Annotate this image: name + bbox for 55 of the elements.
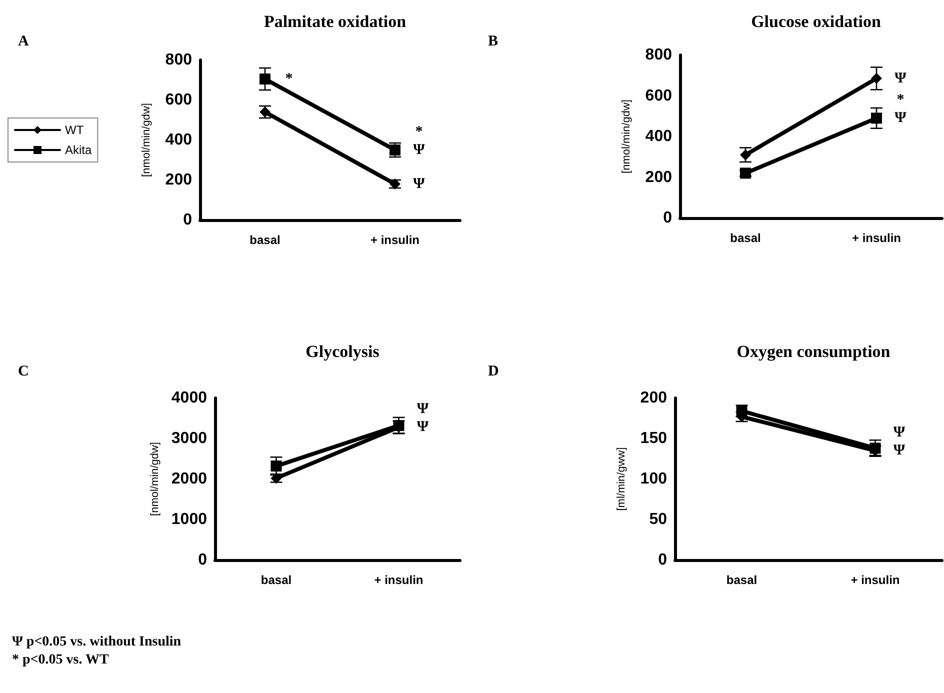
y-tick-label: 200: [645, 168, 672, 186]
text: A: [18, 34, 29, 50]
x-tick-label: basal: [250, 233, 280, 247]
chart-title: Glucose oxidation: [751, 12, 882, 31]
y-tick-label: 1000: [171, 511, 208, 528]
y-tick-label: 0: [198, 552, 208, 568]
y-tick-label: 600: [165, 92, 192, 108]
annotation: Ψ: [416, 401, 429, 418]
chart-title: Palmitate oxidation: [264, 12, 407, 31]
y-tick-label: 4000: [171, 390, 208, 406]
x-tick-label: + insulin: [852, 231, 902, 245]
y-tick-label: 150: [640, 430, 668, 447]
annotation: Ψ: [413, 176, 426, 192]
text: Ψ p<0.05 vs. without Insulin: [12, 634, 182, 650]
annotation: Ψ: [894, 110, 907, 126]
legend-label: WT: [65, 123, 84, 137]
y-axis-title: [nmol/min/gdw]: [149, 442, 162, 516]
text: C: [18, 364, 29, 380]
annotation: Ψ: [894, 70, 907, 86]
text: B: [488, 34, 498, 50]
text: * p<0.05 vs. WT: [12, 652, 110, 668]
y-tick-label: 200: [640, 390, 668, 406]
y-tick-label: 600: [645, 87, 672, 104]
y-tick-label: 0: [183, 212, 192, 228]
x-tick-label: basal: [726, 573, 758, 587]
y-tick-label: 2000: [171, 470, 208, 488]
y-tick-label: 0: [663, 210, 672, 226]
y-tick-label: 50: [649, 511, 668, 528]
annotation: Ψ: [893, 442, 906, 459]
y-tick-label: 400: [645, 128, 672, 145]
y-tick-label: 200: [165, 172, 192, 188]
y-tick-label: 400: [165, 132, 192, 148]
text: D: [488, 364, 499, 380]
y-tick-label: 800: [645, 46, 672, 64]
annotation: Ψ: [416, 419, 429, 436]
y-tick-label: 3000: [171, 430, 208, 447]
x-tick-label: basal: [260, 573, 292, 587]
annotation: Ψ: [893, 424, 906, 441]
x-tick-label: + insulin: [374, 573, 424, 587]
y-axis-title: [nmol/min/gdw]: [140, 103, 152, 177]
chart-title: Glycolysis: [306, 342, 380, 361]
x-tick-label: + insulin: [850, 573, 900, 587]
x-tick-label: + insulin: [370, 233, 420, 247]
annotation: *: [415, 124, 423, 140]
annotation: *: [896, 92, 904, 108]
y-axis-title: [ml/min/gww]: [616, 447, 628, 511]
y-tick-label: 100: [640, 470, 668, 488]
annotation: *: [285, 71, 293, 87]
legend-label: Akita: [65, 143, 92, 157]
y-tick-label: 0: [658, 552, 668, 568]
chart-title: Oxygen consumption: [736, 342, 891, 361]
y-axis-title: [nmol/min/gdw]: [620, 100, 632, 174]
annotation: Ψ: [413, 142, 426, 158]
x-tick-label: basal: [730, 231, 761, 245]
y-tick-label: 800: [165, 52, 192, 68]
